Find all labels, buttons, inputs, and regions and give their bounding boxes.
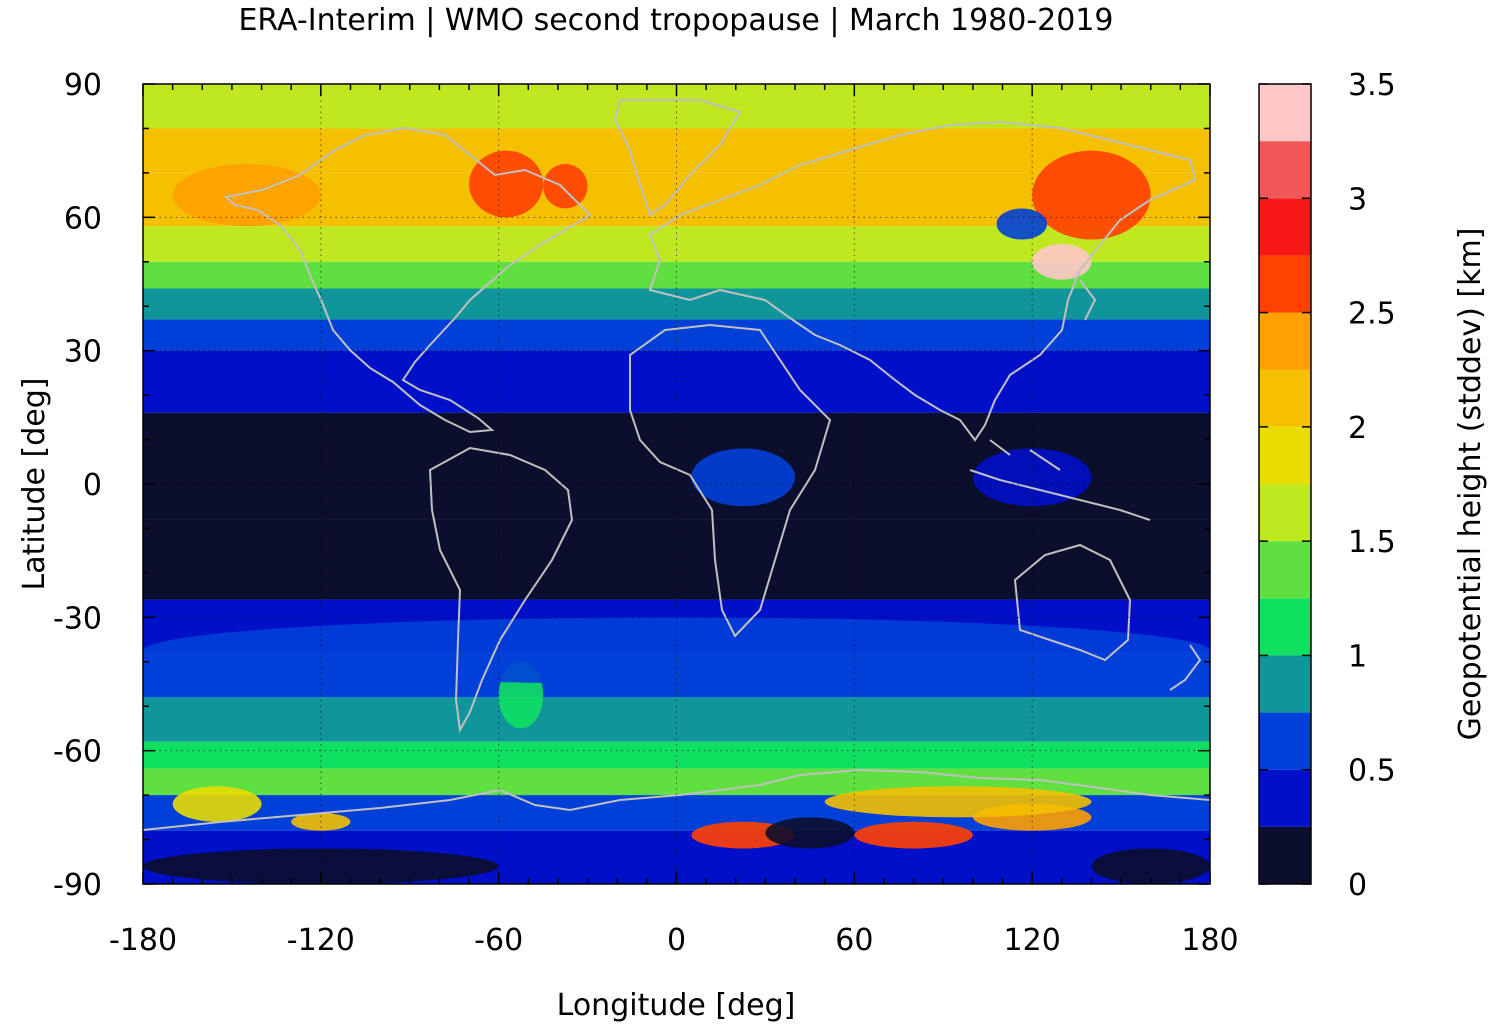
colorbar-segment	[1259, 198, 1311, 256]
colorbar-segment	[1259, 598, 1311, 656]
colorbar-segment	[1259, 655, 1311, 713]
heat-feature	[543, 164, 588, 209]
colorbar	[1259, 84, 1311, 884]
colorbar-tick-label: 2	[1348, 411, 1367, 446]
colorbar-segment	[1259, 541, 1311, 599]
x-tick-labels: -180 -120 -60 0 60 120 180	[109, 923, 1239, 958]
coastline-new-zealand	[1169, 644, 1202, 691]
heat-feature	[172, 786, 262, 822]
heat-feature	[972, 448, 1092, 507]
coastline-antarctica	[143, 768, 1210, 831]
y-tick-label: -90	[53, 868, 102, 903]
coastline-africa	[629, 323, 832, 638]
heat-feature	[996, 208, 1047, 240]
coastline-eurasia	[648, 120, 1197, 442]
coastline-japan	[1079, 279, 1097, 321]
colorbar-frame	[1258, 83, 1312, 885]
colorbar-tick-label: 3.5	[1348, 68, 1396, 103]
heat-feature	[1032, 244, 1092, 280]
colorbar-segment	[1259, 769, 1311, 827]
x-tick-label: -60	[474, 923, 523, 958]
y-tick-label: -30	[53, 601, 102, 636]
y-tick-label: 30	[64, 335, 102, 370]
heat-feature	[1091, 848, 1210, 884]
colorbar-tick-label: 1.5	[1348, 525, 1396, 560]
y-tick-label: 60	[64, 201, 102, 236]
axis-ticks	[142, 83, 1211, 885]
heat-band	[143, 319, 1210, 351]
colorbar-tick-label: 1	[1348, 639, 1367, 674]
coastline-greenland	[613, 99, 742, 217]
coastline-south-america	[428, 446, 574, 734]
colorbar-tick-label: 3	[1348, 182, 1367, 217]
grid	[143, 84, 1210, 884]
heat-feature	[691, 448, 796, 507]
heat-feature	[1032, 150, 1151, 240]
colorbar-tick-labels: 0 0.5 1 1.5 2 2.5 3 3.5	[1348, 68, 1396, 903]
heat-feature	[469, 150, 544, 218]
x-tick-label: 60	[835, 923, 873, 958]
heat-feature	[854, 821, 973, 849]
coastline-indonesia	[969, 439, 1151, 521]
colorbar-segment	[1259, 84, 1311, 142]
x-tick-label: -120	[287, 923, 355, 958]
y-tick-label: 90	[64, 68, 102, 103]
heat-feature	[765, 817, 855, 849]
colorbar-ticks	[1259, 83, 1311, 885]
y-axis-label: Latitude [deg]	[17, 378, 52, 591]
y-tick-label: 0	[83, 468, 102, 503]
x-tick-label: -180	[109, 923, 177, 958]
y-tick-labels: 90 60 30 0 -30 -60 -90	[53, 68, 102, 903]
heat-band	[143, 697, 1210, 742]
colorbar-segment	[1259, 826, 1311, 884]
colorbar-segment	[1259, 426, 1311, 484]
chart-title: ERA-Interim | WMO second tropopause | Ma…	[238, 3, 1113, 38]
coastline-north-america	[223, 126, 592, 434]
heat-feature	[172, 164, 321, 227]
x-tick-label: 120	[1004, 923, 1061, 958]
colorbar-segment	[1259, 369, 1311, 427]
colorbar-segment	[1259, 141, 1311, 199]
colorbar-tick-label: 0	[1348, 868, 1367, 903]
coastlines	[143, 99, 1210, 831]
x-tick-label: 0	[667, 923, 686, 958]
colorbar-label: Geopotential height (stddev) [km]	[1453, 228, 1488, 741]
heat-band	[143, 519, 1210, 600]
x-tick-label: 180	[1181, 923, 1238, 958]
colorbar-tick-label: 0.5	[1348, 754, 1396, 789]
colorbar-tick-label: 2.5	[1348, 297, 1396, 332]
coastline-australia	[1013, 543, 1132, 662]
colorbar-segment	[1259, 484, 1311, 542]
colorbar-segment	[1259, 255, 1311, 313]
x-axis-label: Longitude [deg]	[557, 988, 796, 1023]
heat-feature	[824, 786, 1092, 818]
y-tick-label: -60	[53, 735, 102, 770]
colorbar-segment	[1259, 712, 1311, 770]
colorbar-segment	[1259, 312, 1311, 370]
